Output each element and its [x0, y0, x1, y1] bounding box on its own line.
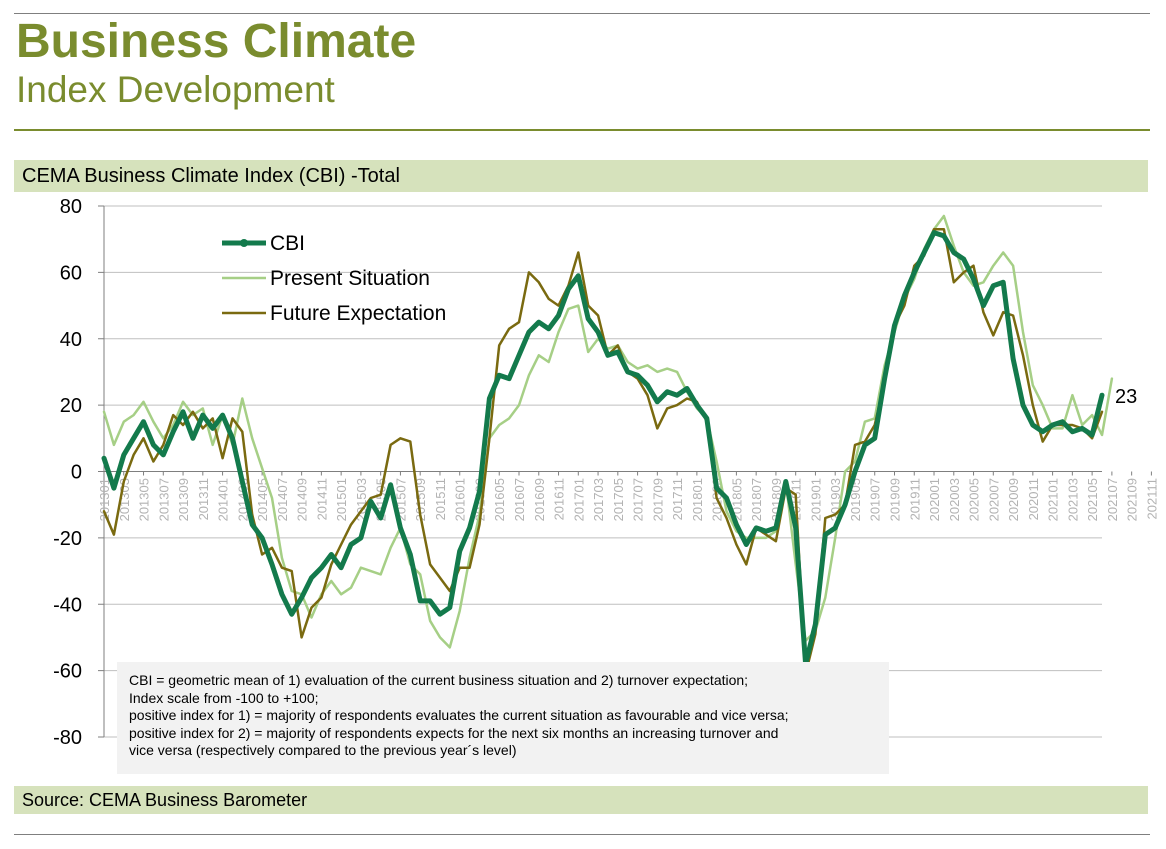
x-tick-label: 201601 [453, 478, 468, 521]
x-tick-label: 201711 [670, 478, 685, 520]
y-tick-label: 80 [60, 196, 82, 218]
x-tick-label: 201407 [275, 478, 290, 521]
x-tick-label: 201311 [196, 478, 211, 520]
y-tick-label: 20 [60, 395, 82, 417]
source-text: Source: CEMA Business Barometer [22, 790, 308, 810]
y-tick-label: -60 [53, 661, 82, 683]
x-tick-label: 202109 [1125, 478, 1140, 521]
x-tick-label: 201909 [887, 478, 902, 521]
y-tick-label: 0 [71, 462, 82, 484]
x-tick-label: 201609 [532, 478, 547, 521]
series-line-present [102, 214, 1114, 649]
x-tick-label: 202105 [1085, 478, 1100, 521]
chart-title: CEMA Business Climate Index (CBI) -Total [22, 165, 400, 187]
methodology-note: CBI = geometric mean of 1) evaluation of… [117, 662, 889, 774]
x-tick-label: 202011 [1026, 478, 1041, 520]
legend-marker-cbi [240, 239, 248, 247]
page-title: Business Climate [16, 15, 417, 68]
chart-title-band: CEMA Business Climate Index (CBI) -Total [14, 160, 1148, 192]
x-tick-label: 201409 [295, 478, 310, 521]
x-tick-label: 201709 [650, 478, 665, 521]
page-subtitle: Index Development [16, 69, 335, 110]
chart-series [101, 214, 1114, 676]
x-tick-label: 201901 [808, 478, 823, 521]
x-tick-label: 201705 [611, 478, 626, 521]
note-line: vice versa (respectively compared to the… [129, 742, 517, 759]
x-tick-label: 201405 [255, 478, 270, 521]
x-tick-label: 202001 [927, 478, 942, 521]
header-divider [14, 129, 1150, 131]
x-tick-label: 201701 [571, 478, 586, 521]
y-tick-label: -40 [53, 594, 82, 616]
x-tick-label: 201807 [749, 478, 764, 521]
x-tick-label: 201605 [492, 478, 507, 521]
x-axis: 201301 201303 201305 201307 201309 201311 2014… [97, 471, 1166, 521]
y-tick-label: 60 [60, 262, 82, 284]
x-tick-label: 202007 [986, 478, 1001, 521]
x-tick-label: 202111 [1144, 478, 1159, 519]
x-tick-label: 201501 [334, 478, 349, 521]
x-tick-label: 201907 [868, 478, 883, 521]
x-tick-label: 201503 [354, 478, 369, 521]
legend-label-future: Future Expectation [270, 302, 446, 325]
x-tick-label: 202107 [1105, 478, 1120, 521]
note-line: positive index for 1) = majority of resp… [129, 707, 789, 724]
top-divider [14, 13, 1150, 14]
y-tick-label: 40 [60, 329, 82, 351]
y-axis: -80 -60 -40 -20 0 20 40 60 80 [53, 196, 105, 749]
source-band: Source: CEMA Business Barometer [14, 786, 1148, 814]
series-line-cbi [101, 230, 1105, 667]
note-line: Index scale from -100 to +100; [129, 689, 319, 706]
x-tick-label: 202003 [947, 478, 962, 521]
x-tick-label: 202005 [967, 478, 982, 521]
x-tick-label: 201305 [137, 478, 152, 521]
x-tick-label: 201411 [314, 478, 329, 520]
y-tick-label: -80 [53, 727, 82, 749]
x-tick-label: 201707 [631, 478, 646, 521]
chart-legend: CBI Present Situation Future Expectation [222, 232, 446, 325]
x-tick-label: 201911 [907, 478, 922, 520]
x-tick-label: 201611 [552, 478, 567, 520]
x-tick-label: 202103 [1065, 478, 1080, 521]
x-tick-label: 201607 [512, 478, 527, 521]
x-tick-label: 201307 [156, 478, 171, 521]
x-tick-label: 202009 [1006, 478, 1021, 521]
x-tick-label: 202201 [1164, 478, 1166, 521]
series-line-future [102, 227, 1104, 676]
x-tick-label: 201401 [216, 478, 231, 521]
note-line: positive index for 2) = majority of resp… [129, 724, 779, 741]
y-tick-label: -20 [53, 528, 82, 550]
x-tick-label: 201303 [117, 478, 132, 521]
x-tick-label: 201703 [591, 478, 606, 521]
x-tick-label: 201801 [690, 478, 705, 521]
last-value-label: 23 [1115, 386, 1137, 408]
legend-label-cbi: CBI [270, 232, 305, 255]
x-tick-label: 201511 [433, 478, 448, 520]
x-tick-label: 201301 [97, 478, 112, 521]
legend-label-present: Present Situation [270, 267, 430, 290]
x-tick-label: 202101 [1046, 478, 1061, 521]
note-line: CBI = geometric mean of 1) evaluation of… [129, 672, 749, 688]
bottom-divider [14, 834, 1150, 835]
x-tick-label: 201309 [176, 478, 191, 521]
